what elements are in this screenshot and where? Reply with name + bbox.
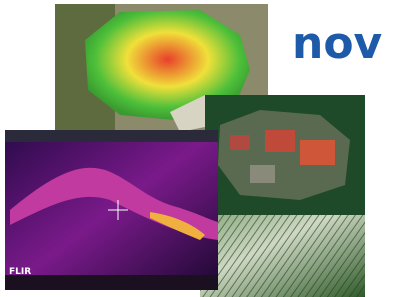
- grey-patch: [250, 165, 275, 183]
- aerial-field: [205, 95, 365, 215]
- red-patch: [230, 135, 250, 150]
- logo-text: nov: [292, 18, 383, 69]
- collage: nov FLIR: [0, 0, 398, 297]
- status-bar: [5, 275, 218, 290]
- crop-rows: [200, 215, 365, 297]
- red-patch: [300, 140, 335, 165]
- toolbar: [5, 130, 218, 142]
- red-patch: [265, 130, 295, 152]
- thermal-image: FLIR: [5, 130, 218, 290]
- crop-photo: [200, 215, 365, 297]
- flir-brand: FLIR: [9, 267, 31, 277]
